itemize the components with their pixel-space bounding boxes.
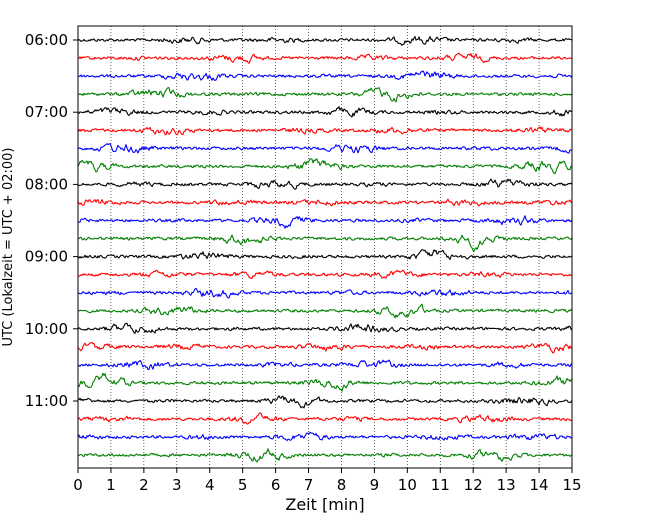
trace-0615 bbox=[77, 52, 573, 64]
y-tick-label: 10:00 bbox=[25, 320, 68, 338]
y-axis-ticks: 06:00 07:00 08:00 09:00 10:00 11:00 bbox=[25, 31, 78, 410]
x-axis-ticks: 0 1 2 3 4 5 6 7 8 9 10 11 12 13 14 15 bbox=[73, 468, 582, 494]
x-tick-label: 5 bbox=[238, 476, 248, 494]
trace-1130 bbox=[77, 431, 573, 442]
trace-0900 bbox=[77, 249, 573, 261]
y-tick-label: 09:00 bbox=[25, 248, 68, 266]
x-tick-label: 9 bbox=[370, 476, 380, 494]
x-tick-label: 8 bbox=[337, 476, 347, 494]
x-tick-label: 7 bbox=[304, 476, 314, 494]
trace-0700 bbox=[77, 106, 573, 118]
trace-0945 bbox=[77, 303, 573, 319]
trace-0915 bbox=[77, 269, 573, 279]
trace-1015 bbox=[77, 341, 573, 354]
trace-0745 bbox=[77, 158, 573, 175]
x-tick-label: 15 bbox=[562, 476, 581, 494]
trace-0600 bbox=[77, 35, 573, 46]
trace-1145 bbox=[77, 448, 573, 463]
trace-1030 bbox=[77, 359, 573, 371]
x-tick-label: 6 bbox=[271, 476, 281, 494]
plot-frame bbox=[77, 25, 573, 469]
x-tick-label: 14 bbox=[530, 476, 549, 494]
x-axis-title: Zeit [min] bbox=[285, 495, 364, 514]
trace-1000 bbox=[77, 322, 573, 334]
trace-0845 bbox=[77, 234, 573, 252]
trace-0930 bbox=[77, 287, 573, 299]
trace-0630 bbox=[77, 70, 573, 81]
trace-0645 bbox=[77, 87, 573, 103]
trace-0715 bbox=[77, 126, 573, 136]
x-tick-label: 11 bbox=[431, 476, 450, 494]
x-tick-label: 3 bbox=[172, 476, 182, 494]
trace-0800 bbox=[77, 178, 573, 190]
trace-1100 bbox=[77, 395, 573, 409]
y-tick-label: 07:00 bbox=[25, 103, 68, 121]
x-tick-label: 4 bbox=[205, 476, 215, 494]
x-tick-label: 0 bbox=[73, 476, 83, 494]
y-tick-label: 06:00 bbox=[25, 31, 68, 49]
trace-0730 bbox=[77, 143, 573, 154]
trace-0815 bbox=[77, 198, 573, 207]
seismic-traces bbox=[77, 35, 573, 463]
x-tick-label: 1 bbox=[106, 476, 116, 494]
y-tick-label: 11:00 bbox=[25, 392, 68, 410]
y-axis-title: UTC (Lokalzeit = UTC + 02:00) bbox=[1, 148, 16, 347]
trace-1045 bbox=[77, 372, 573, 392]
y-tick-label: 08:00 bbox=[25, 175, 68, 193]
trace-1115 bbox=[77, 412, 573, 425]
x-tick-label: 10 bbox=[398, 476, 417, 494]
x-tick-label: 12 bbox=[464, 476, 483, 494]
x-tick-label: 13 bbox=[497, 476, 516, 494]
trace-0830 bbox=[77, 215, 573, 229]
x-tick-label: 2 bbox=[139, 476, 149, 494]
